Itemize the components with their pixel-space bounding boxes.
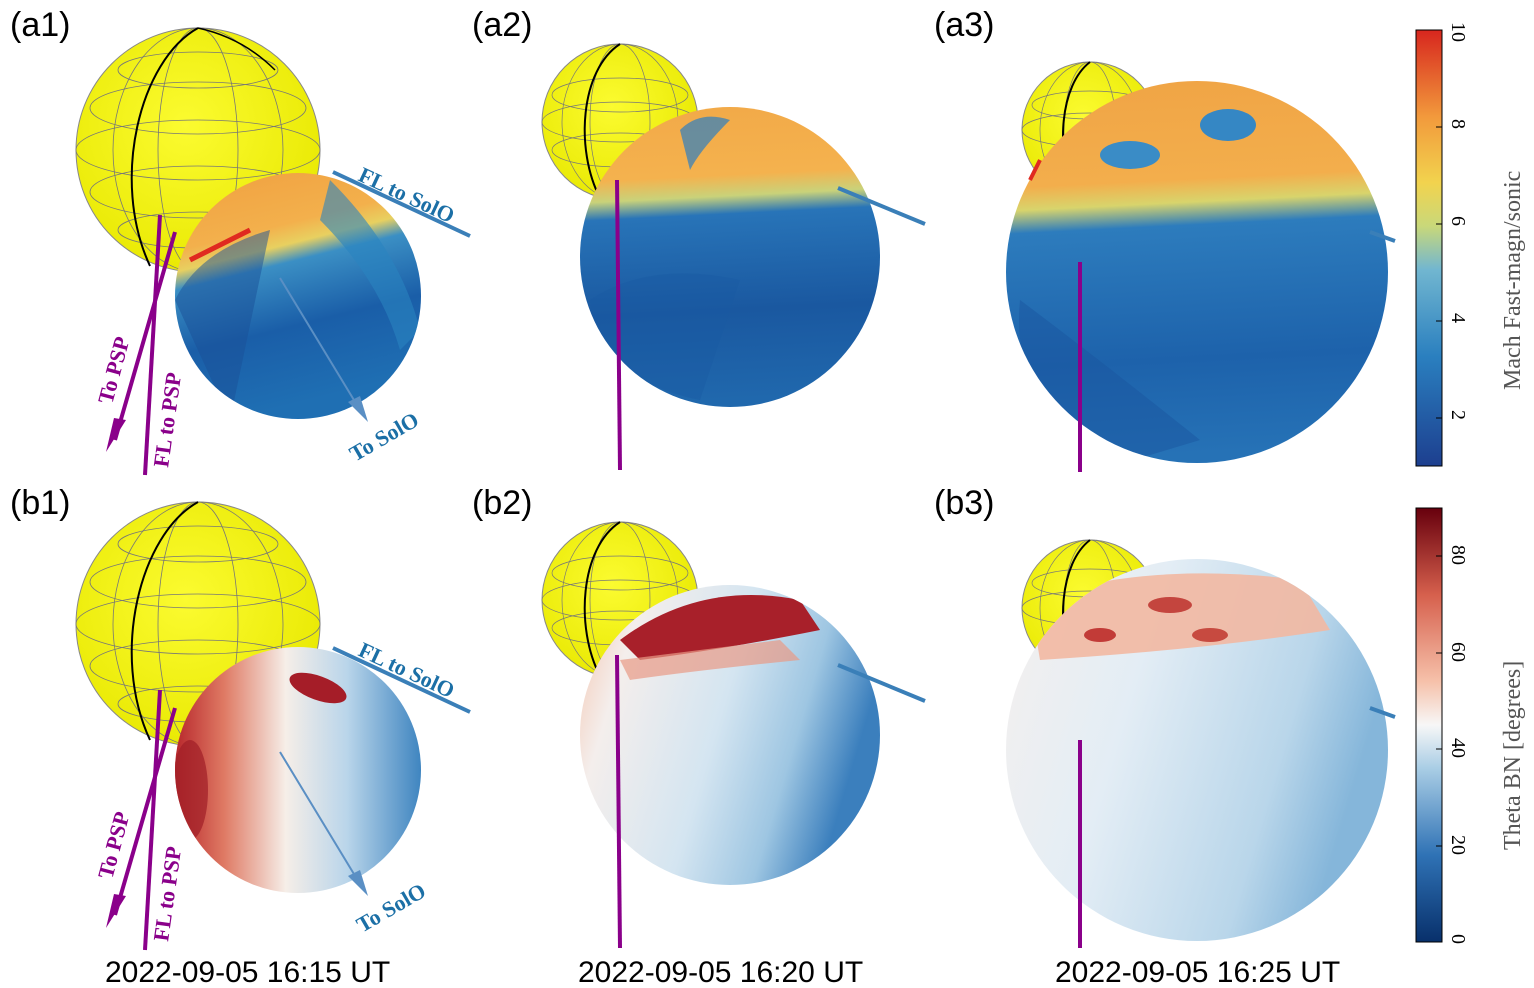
colorbar-title: Mach Fast-magn/sonic [1500, 171, 1526, 390]
to-psp-arrowhead [106, 418, 126, 452]
panel-label-a1: (a1) [10, 6, 70, 44]
panel-label-a3: (a3) [934, 6, 994, 44]
panel-label-b1: (b1) [10, 484, 70, 522]
colorbar-tick: 60 [1447, 642, 1469, 662]
timestamp-1: 2022-09-05 16:15 UT [105, 956, 390, 988]
colorbar-title: Theta BN [degrees] [1500, 661, 1526, 850]
panel-b2 [541, 521, 880, 885]
to-solo-label: To SolO [345, 407, 423, 466]
colorbar-mach: 2 4 6 8 10 Mach Fast-magn/sonic [1415, 22, 1526, 467]
colorbar-tick: 40 [1447, 738, 1469, 758]
timestamp-2: 2022-09-05 16:20 UT [578, 956, 863, 988]
panel-a3 [1006, 61, 1388, 463]
colorbar-tick: 20 [1447, 835, 1469, 855]
colorbar-tick: 0 [1447, 934, 1469, 944]
colorbar-tick: 10 [1447, 22, 1469, 42]
panel-a2 [541, 43, 880, 407]
colorbar-tick: 80 [1447, 545, 1469, 565]
solo-lines [332, 170, 1396, 719]
panel-label-b3: (b3) [934, 484, 994, 522]
panel-a1 [75, 27, 421, 419]
panel-b3 [1006, 539, 1388, 941]
panel-label-b2: (b2) [472, 484, 532, 522]
panel-b1 [75, 501, 421, 893]
shock-surface-theta [580, 585, 880, 885]
timestamp-3: 2022-09-05 16:25 UT [1055, 956, 1340, 988]
shock-surface-mach [580, 107, 880, 407]
to-solo-arrow [279, 277, 368, 896]
psp-lines [113, 179, 1082, 951]
panel-label-a2: (a2) [472, 6, 532, 44]
colorbar-theta: 0 20 40 60 80 Theta BN [degrees] [1415, 507, 1526, 944]
colorbar-tick: 4 [1447, 313, 1469, 323]
to-psp-arrowhead [106, 894, 126, 928]
shock-surface-theta [1006, 559, 1388, 941]
fl-to-psp-label: FL to PSP [148, 845, 186, 943]
colorbar-tick: 2 [1447, 410, 1469, 420]
fl-to-psp-label: FL to PSP [148, 371, 186, 469]
shock-surface-mach [175, 173, 421, 419]
shock-surface-mach [1006, 81, 1388, 463]
colorbar-tick: 8 [1447, 119, 1469, 129]
colorbar-tick: 6 [1447, 216, 1469, 226]
